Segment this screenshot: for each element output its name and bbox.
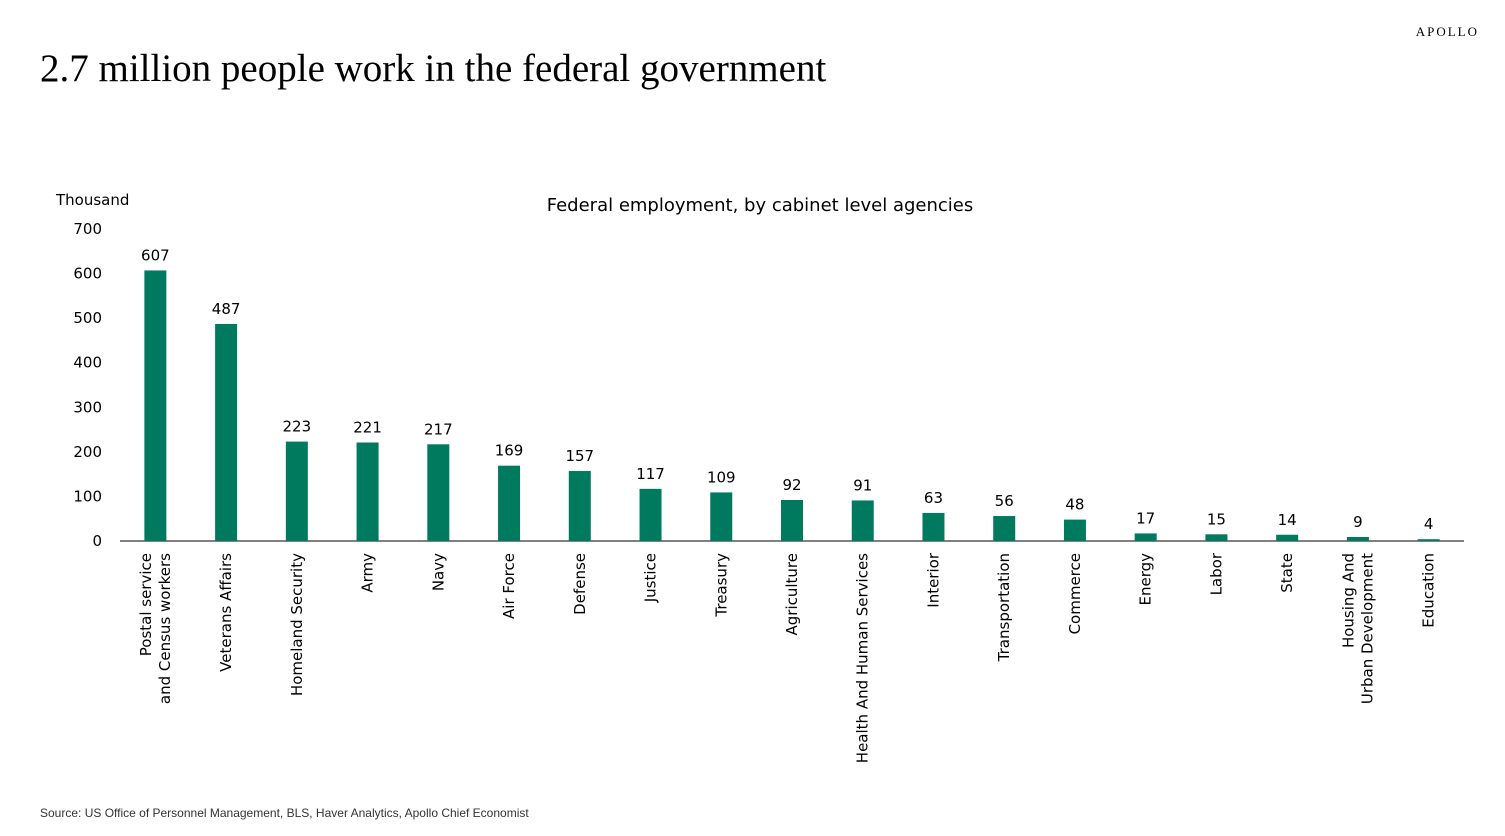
data-label: 217	[424, 420, 453, 438]
bar	[1205, 534, 1228, 541]
data-label: 221	[353, 418, 382, 436]
y-tick-label: 400	[73, 354, 102, 372]
data-label: 109	[707, 468, 736, 486]
x-tick-label: Labor	[1207, 552, 1225, 595]
x-tick-label: Veterans Affairs	[217, 553, 235, 672]
x-tick-label: Defense	[571, 553, 589, 615]
bar	[356, 442, 379, 541]
y-tick-label: 100	[73, 487, 102, 505]
x-tick-label: Energy	[1137, 553, 1155, 606]
x-tick-label: Housing AndUrban Development	[1339, 553, 1376, 704]
x-tick-label: Army	[359, 553, 377, 593]
value-labels: 607 487 223 221 217 169 157 117 109 92 91 63 56 48 17 1…	[141, 246, 1433, 533]
data-label: 9	[1353, 513, 1363, 531]
bar	[568, 471, 591, 541]
bar	[781, 499, 803, 541]
page-title: 2.7 million people work in the federal g…	[40, 47, 827, 90]
bar	[1346, 536, 1369, 541]
bar	[1276, 534, 1299, 541]
data-label: 223	[283, 418, 312, 436]
y-tick-label: 500	[73, 309, 102, 327]
bar	[144, 270, 167, 541]
x-tick-label: Agriculture	[783, 553, 801, 636]
data-label: 117	[636, 465, 665, 483]
x-tick-label: Homeland Security	[288, 553, 306, 696]
brand-logo: APOLLO	[1415, 24, 1479, 39]
y-tick-label: 200	[73, 443, 102, 461]
data-label: 14	[1278, 511, 1297, 529]
data-label: 56	[995, 492, 1014, 510]
bar	[851, 500, 874, 541]
data-label: 157	[565, 447, 594, 465]
data-label: 487	[212, 300, 241, 318]
x-tick-label: Justice	[642, 553, 660, 603]
y-tick-label: 0	[92, 532, 102, 550]
bar	[993, 516, 1016, 541]
x-tick-label: Air Force	[500, 553, 518, 619]
y-tick-label: 700	[73, 220, 102, 238]
bar	[1063, 519, 1086, 541]
bar	[710, 492, 733, 541]
data-label: 91	[853, 476, 872, 494]
bar	[215, 323, 238, 541]
data-label: 92	[782, 476, 801, 494]
x-tick-label: Treasury	[712, 553, 730, 618]
bar	[498, 465, 521, 541]
source-note: Source: US Office of Personnel Managemen…	[40, 806, 529, 820]
x-tick-label: Navy	[429, 553, 447, 591]
bar	[427, 444, 450, 541]
y-axis: 0 100 200 300 400 500 600 700	[73, 220, 102, 550]
x-tick-label: Education	[1420, 553, 1438, 628]
x-tick-label: Interior	[924, 552, 942, 608]
data-label: 607	[141, 246, 170, 264]
x-axis-labels: Postal serviceand Census workers Veterans…	[137, 552, 1438, 763]
x-tick-label: State	[1278, 553, 1296, 593]
y-tick-label: 600	[73, 265, 102, 283]
x-tick-label: Commerce	[1066, 553, 1084, 634]
x-tick-label: Health And Human Services	[854, 553, 872, 763]
data-label: 48	[1065, 496, 1084, 514]
bar	[639, 488, 662, 541]
chart-title: Federal employment, by cabinet level age…	[547, 195, 974, 216]
bar	[1134, 533, 1157, 541]
bar	[1417, 539, 1440, 541]
x-tick-label: Transportation	[995, 553, 1013, 662]
bar	[922, 512, 945, 541]
y-tick-label: 300	[73, 398, 102, 416]
data-label: 169	[495, 442, 524, 460]
data-label: 4	[1424, 515, 1434, 533]
bar-chart: Federal employment, by cabinet level age…	[55, 191, 1464, 763]
bars	[144, 270, 1440, 541]
y-axis-label: Thousand	[55, 191, 129, 209]
bar	[285, 441, 308, 541]
x-tick-label: Postal serviceand Census workers	[137, 553, 174, 704]
data-label: 63	[924, 489, 943, 507]
data-label: 17	[1136, 509, 1155, 527]
data-label: 15	[1207, 510, 1226, 528]
